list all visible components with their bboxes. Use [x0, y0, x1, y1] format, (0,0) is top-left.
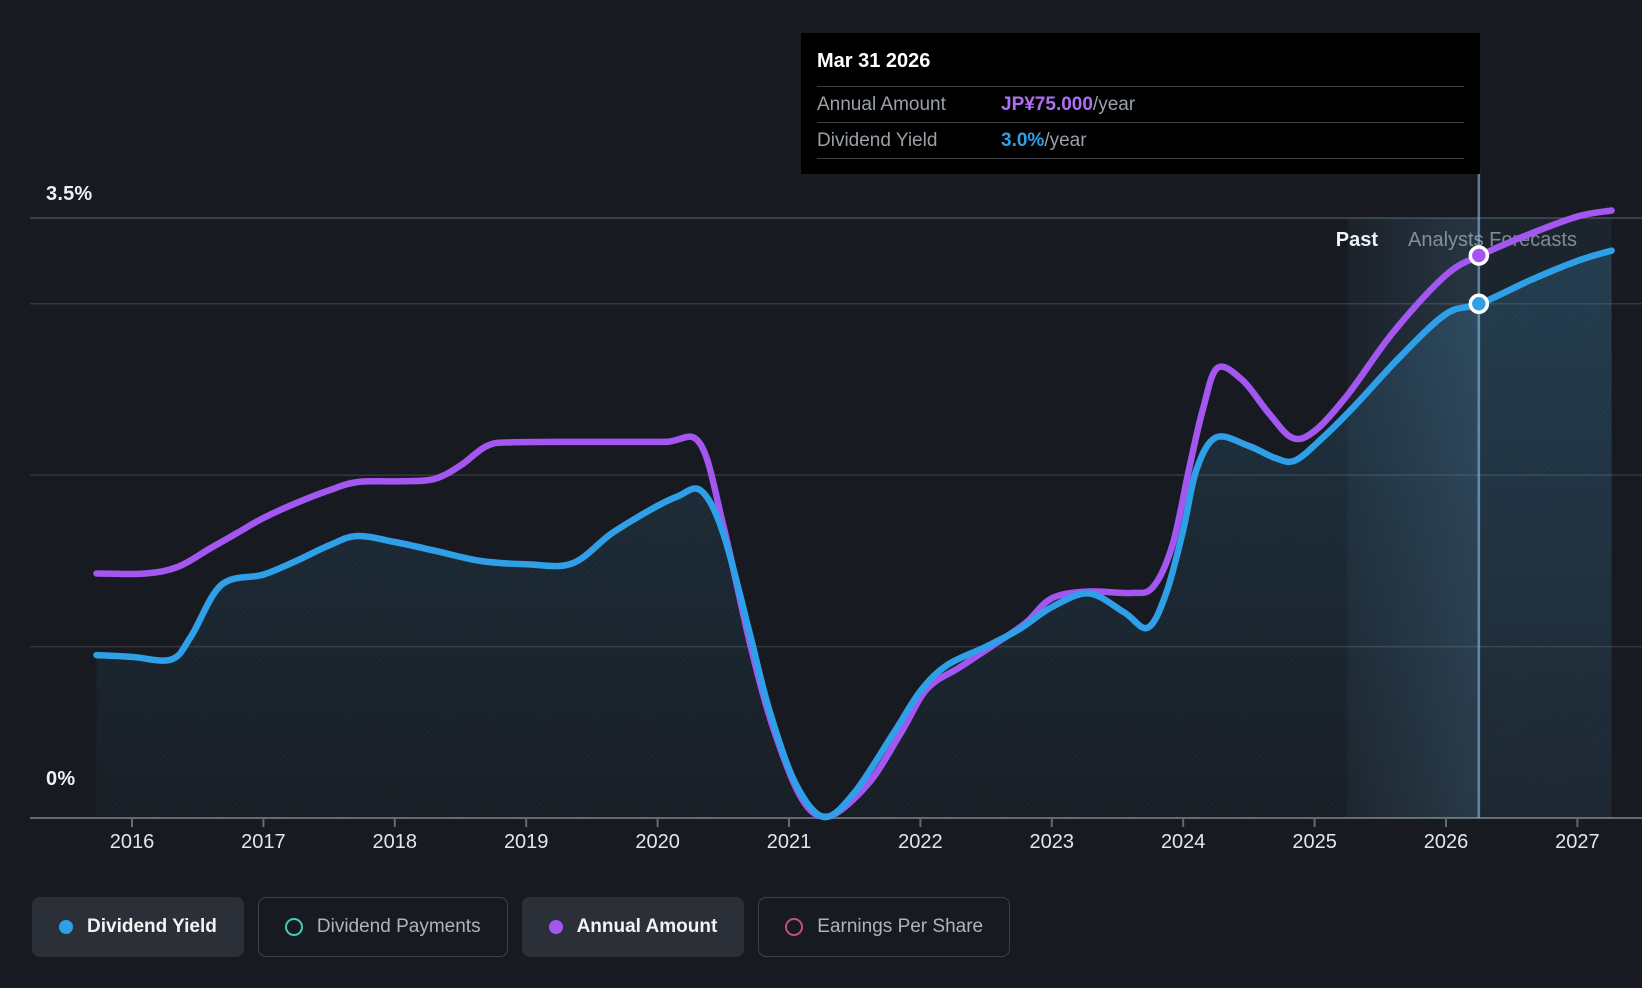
- tooltip-row-annual-amount: Annual Amount JP¥75.000/year: [817, 86, 1464, 122]
- x-axis-label: 2022: [898, 831, 943, 853]
- x-axis-label: 2024: [1160, 831, 1206, 853]
- yield-area-texture: [96, 250, 1612, 819]
- legend: Dividend Yield Dividend Payments Annual Am…: [32, 897, 1011, 957]
- x-axis-label: 2017: [241, 831, 286, 853]
- marker-dot-dividend-yield[interactable]: [1468, 293, 1490, 314]
- forecast-highlight-band: [1347, 218, 1479, 818]
- dividend-yield-swatch-icon: [59, 920, 73, 934]
- tooltip-suffix: /year: [1092, 93, 1136, 115]
- y-axis-label-max: 3.5%: [46, 183, 93, 205]
- legend-label: Dividend Payments: [316, 916, 481, 937]
- x-axis-label: 2019: [503, 831, 549, 853]
- forecast-band: [1478, 218, 1612, 818]
- annual-amount-swatch-icon: [548, 920, 563, 934]
- tooltip-label: Dividend Yield: [817, 129, 938, 151]
- tooltip-date: Mar 31 2026: [817, 50, 931, 72]
- tooltip-value-dividend-yield: 3.0%: [1001, 129, 1045, 151]
- legend-label: Dividend Yield: [87, 916, 217, 937]
- x-axis-label: 2021: [766, 831, 812, 853]
- legend-label: Earnings Per Share: [817, 916, 984, 937]
- legend-button-dividend-yield[interactable]: Dividend Yield: [32, 897, 244, 957]
- x-axis-label: 2023: [1029, 831, 1075, 853]
- earnings-per-share-swatch-icon: [785, 918, 804, 936]
- legend-button-annual-amount[interactable]: Annual Amount: [521, 897, 745, 957]
- annual-amount-line: [93, 207, 1615, 820]
- tooltip-label: Annual Amount: [817, 93, 946, 115]
- tooltip-value-annual-amount: JP¥75.000: [1001, 93, 1093, 115]
- legend-button-earnings-per-share[interactable]: Earnings Per Share: [758, 897, 1011, 957]
- tooltip-row-dividend-yield: Dividend Yield 3.0%/year: [817, 122, 1464, 159]
- dividend-yield-line: [93, 247, 1615, 821]
- marker-dot-annual-amount[interactable]: [1468, 245, 1490, 266]
- legend-button-dividend-payments[interactable]: Dividend Payments: [257, 897, 508, 957]
- x-axis-label: 2018: [372, 831, 418, 853]
- tooltip: Mar 31 2026 Annual Amount JP¥75.000/year…: [801, 33, 1480, 174]
- x-axis-label: 2027: [1555, 831, 1600, 853]
- y-axis-label-zero: 0%: [46, 768, 76, 790]
- x-axis-label: 2020: [635, 831, 680, 853]
- legend-label: Annual Amount: [576, 916, 718, 937]
- x-axis-label: 2025: [1292, 831, 1337, 853]
- dividend-payments-swatch-icon: [284, 918, 303, 936]
- x-axis-label: 2026: [1423, 831, 1469, 853]
- tooltip-suffix: /year: [1044, 129, 1087, 151]
- x-axis-label: 2016: [109, 831, 155, 853]
